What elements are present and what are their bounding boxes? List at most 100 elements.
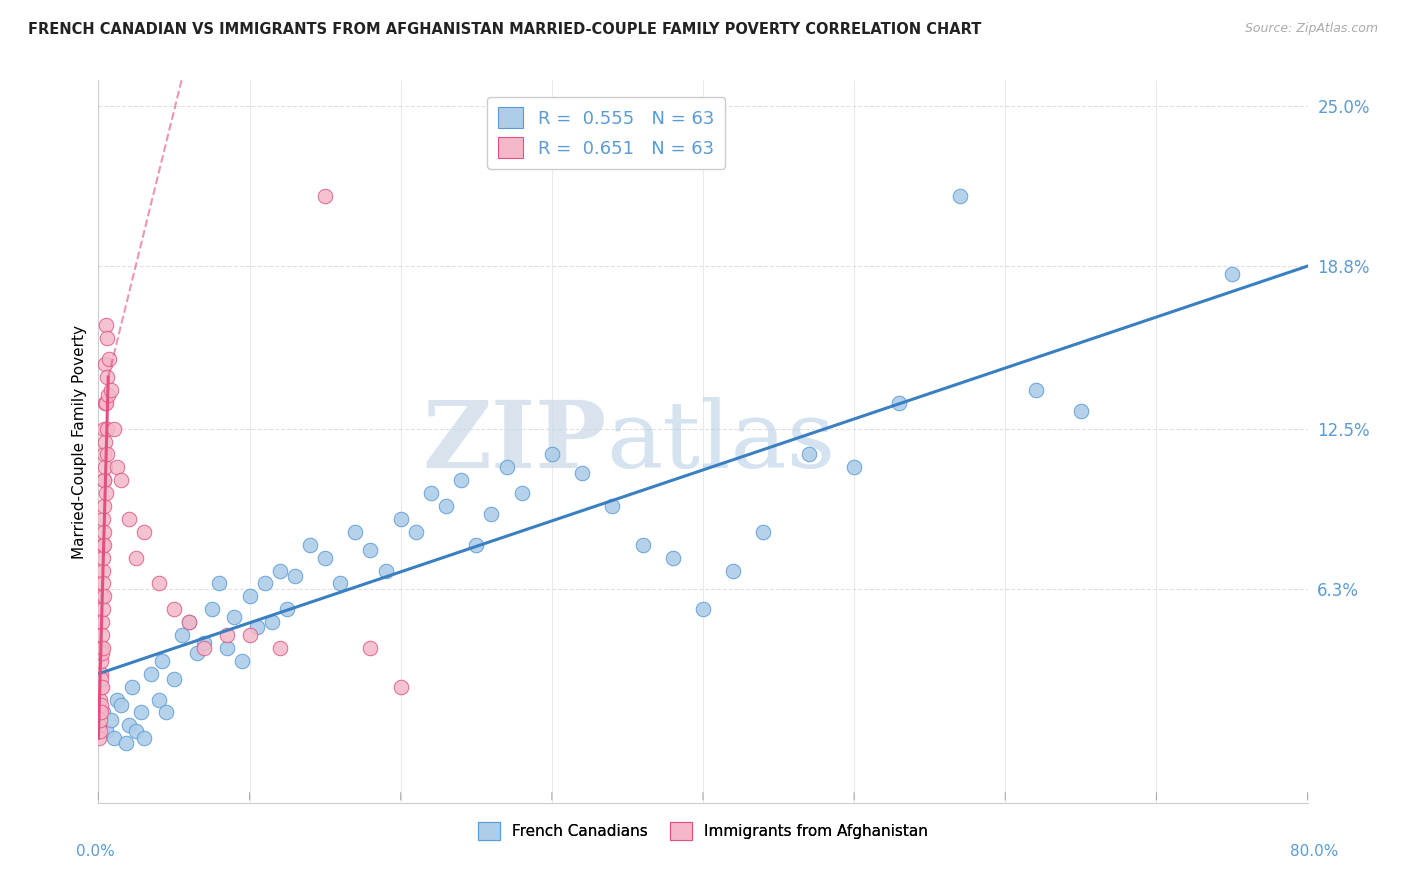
Point	[246, 620, 269, 634]
Point	[276, 602, 298, 616]
Point	[631, 538, 654, 552]
Point	[450, 473, 472, 487]
Point	[89, 731, 111, 746]
Point	[602, 499, 624, 513]
Point	[89, 718, 111, 732]
Point	[495, 460, 517, 475]
Point	[239, 628, 262, 642]
Point	[163, 602, 186, 616]
Point	[314, 550, 336, 565]
Point	[224, 610, 246, 624]
Point	[125, 550, 148, 565]
Point	[110, 698, 132, 712]
Point	[170, 628, 193, 642]
Point	[94, 396, 117, 410]
Point	[96, 370, 118, 384]
Point	[434, 499, 457, 513]
Point	[1024, 383, 1046, 397]
Point	[344, 524, 367, 539]
Point	[100, 383, 122, 397]
Point	[93, 473, 115, 487]
Text: atlas: atlas	[606, 397, 835, 486]
Point	[148, 692, 170, 706]
Text: 0.0%: 0.0%	[76, 845, 115, 859]
Point	[150, 654, 173, 668]
Point	[186, 646, 208, 660]
Point	[797, 447, 820, 461]
Point	[91, 564, 114, 578]
Point	[91, 628, 114, 642]
Point	[94, 357, 117, 371]
Point	[1220, 267, 1243, 281]
Point	[889, 396, 911, 410]
Point	[96, 422, 118, 436]
Point	[90, 640, 112, 655]
Point	[89, 692, 111, 706]
Point	[155, 706, 177, 720]
Point	[94, 460, 117, 475]
Point	[239, 590, 262, 604]
Point	[132, 731, 155, 746]
Point	[89, 713, 111, 727]
Point	[360, 640, 382, 655]
Point	[329, 576, 352, 591]
Point	[90, 672, 112, 686]
Point	[96, 447, 118, 461]
Point	[90, 615, 112, 630]
Point	[374, 564, 396, 578]
Legend: French Canadians, Immigrants from Afghanistan: French Canadians, Immigrants from Afghan…	[472, 816, 934, 846]
Point	[481, 507, 503, 521]
Point	[89, 706, 111, 720]
Point	[97, 388, 120, 402]
Point	[90, 698, 112, 712]
Point	[949, 189, 972, 203]
Point	[692, 602, 714, 616]
Point	[125, 723, 148, 738]
Point	[284, 568, 307, 582]
Point	[91, 680, 114, 694]
Point	[90, 666, 112, 681]
Point	[93, 538, 115, 552]
Point	[163, 672, 186, 686]
Point	[193, 640, 215, 655]
Point	[114, 736, 136, 750]
Point	[844, 460, 866, 475]
Point	[299, 538, 322, 552]
Point	[752, 524, 775, 539]
Point	[100, 713, 122, 727]
Point	[93, 473, 115, 487]
Text: 80.0%: 80.0%	[1291, 845, 1339, 859]
Point	[91, 538, 114, 552]
Point	[179, 615, 201, 630]
Text: ZIP: ZIP	[422, 397, 606, 486]
Point	[118, 718, 141, 732]
Point	[94, 396, 117, 410]
Point	[103, 731, 125, 746]
Point	[93, 499, 115, 513]
Point	[94, 434, 117, 449]
Point	[389, 680, 412, 694]
Point	[179, 615, 201, 630]
Point	[269, 640, 291, 655]
Point	[141, 666, 163, 681]
Point	[121, 680, 143, 694]
Point	[90, 680, 112, 694]
Point	[231, 654, 253, 668]
Point	[389, 512, 412, 526]
Point	[94, 486, 117, 500]
Point	[215, 628, 238, 642]
Point	[94, 723, 117, 738]
Point	[253, 576, 276, 591]
Point	[110, 473, 132, 487]
Point	[89, 723, 111, 738]
Point	[129, 706, 152, 720]
Point	[314, 189, 336, 203]
Point	[90, 706, 112, 720]
Point	[90, 654, 112, 668]
Point	[193, 636, 215, 650]
Point	[91, 512, 114, 526]
Point	[91, 576, 114, 591]
Point	[105, 692, 128, 706]
Y-axis label: Married-Couple Family Poverty: Married-Couple Family Poverty	[72, 325, 87, 558]
Point	[661, 550, 683, 565]
